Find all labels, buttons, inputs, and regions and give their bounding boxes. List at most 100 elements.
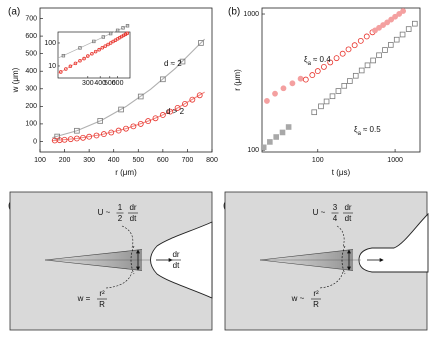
circle-marker [196,92,203,99]
square-marker [74,127,80,134]
fraction-numerator: dr [172,250,179,259]
square-marker [97,118,104,124]
annotation-symbol: ξ [304,55,308,64]
square-marker [118,106,124,113]
circle-marker [108,129,115,136]
circle-marker [380,22,387,28]
opening [358,212,429,273]
annotation: ξa ≈ 0.5 [354,125,381,136]
inset-x-tick-label: 300 [82,80,94,87]
circle-marker [272,90,278,97]
y-tick-label: 100 [25,121,37,128]
square-marker [108,31,113,36]
square-marker [347,78,353,84]
circle-marker [61,136,68,143]
panel-label: (a) [8,7,20,18]
circle-marker [327,59,334,66]
circle-marker [64,67,68,71]
circle-marker [130,123,137,130]
square-marker [78,46,82,50]
annotation: d ≈ 2 [164,59,182,68]
circle-marker [396,10,403,17]
square-marker [387,42,394,48]
fraction-denominator: 4 [333,214,338,223]
fraction-numerator: dr [129,203,136,212]
square-marker [318,103,324,110]
circle-marker [351,42,358,49]
dashed-arc [341,245,346,275]
annotation-symbol: ξ [354,125,358,134]
x-tick-label: 1000 [387,157,403,164]
y-axis-label: r (μm) [233,69,242,91]
fraction-denominator: R [313,300,319,309]
circle-marker [264,98,270,104]
fraction-numerator: 1 [118,203,123,212]
circle-marker [339,50,346,57]
circle-marker [309,72,316,79]
fraction-numerator: r² [99,289,105,298]
circle-marker [100,45,105,50]
x-axis-label: r (μm) [115,168,137,177]
inset-x-tick-label: 500 [104,80,116,87]
leader [336,225,345,249]
width-prefix: w = [77,294,91,303]
circle-marker [80,134,86,141]
y-tick-label: 500 [25,51,37,58]
square-marker [323,98,330,105]
circle-marker [174,105,181,111]
square-marker [412,20,418,27]
x-tick-label: 100 [34,157,46,164]
circle-marker [93,49,98,54]
square-marker [364,62,371,69]
y-tick-label: 300 [25,86,37,93]
circle-marker [376,24,382,31]
fraction-denominator: dt [345,214,352,223]
circle-marker [152,115,159,122]
circle-marker [363,33,370,40]
inset-frame [57,31,131,79]
dashed-arc [130,245,135,275]
wedge-edge [44,249,143,261]
wedge-edge [259,259,354,271]
circle-marker [137,120,144,127]
circle-marker [297,75,304,82]
fit-line [52,38,206,139]
leader [105,271,133,289]
circle-marker [73,61,78,66]
fraction-numerator: 3 [333,203,338,212]
inset-y-tick-label: 100 [44,40,56,47]
wedge-edge [259,249,354,261]
circle-marker [93,132,100,139]
fraction-denominator: dt [173,261,180,270]
square-marker [267,139,273,145]
fraction-numerator: dr [344,203,351,212]
width-prefix: w ~ [291,294,305,303]
y-tick-label: 400 [25,68,37,75]
square-marker [61,53,66,58]
square-marker [341,83,348,89]
inset-y-tick-label: 10 [48,63,56,70]
square-marker [393,36,400,43]
annotation-text: ≈ 0.5 [363,125,381,134]
fraction-numerator: r² [313,289,319,298]
circle-marker [392,13,399,20]
square-marker [399,31,406,38]
circle-marker [108,41,113,45]
square-marker [137,93,144,100]
x-tick-label: 800 [206,157,218,164]
circle-marker [345,46,352,53]
circle-marker [320,63,327,70]
y-tick-label: 700 [25,15,37,22]
x-tick-label: 500 [132,157,144,164]
circle-marker [314,68,321,75]
panel-label: (b) [228,7,240,18]
circle-marker [68,64,73,69]
y-tick-label: 100 [247,147,259,154]
square-marker [285,124,292,130]
annotation: ξa ≈ 0.4 [304,55,331,66]
square-marker [260,144,267,151]
y-tick-label: 600 [25,33,37,40]
square-marker [179,58,186,65]
velocity-prefix: U ~ [98,208,111,217]
x-tick-label: 300 [83,157,95,164]
